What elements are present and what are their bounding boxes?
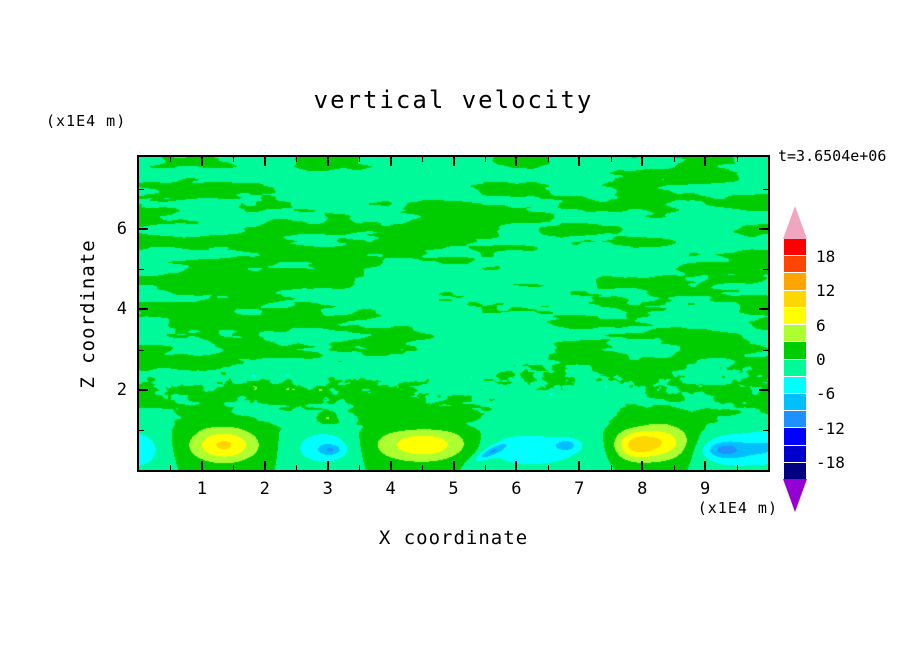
- y-major-tick-right: [759, 228, 768, 231]
- x-major-tick-top: [452, 157, 455, 166]
- y-minor-tick-left: [139, 349, 144, 351]
- colorbar-segment: [784, 307, 806, 325]
- x-minor-tick-top: [484, 157, 486, 162]
- x-major-tick-bottom: [389, 461, 392, 470]
- colorbar-segment: [784, 445, 806, 462]
- chart-title: vertical velocity: [313, 86, 594, 114]
- y-major-tick-left: [139, 388, 148, 391]
- y-tick-label: 2: [116, 379, 127, 400]
- time-annotation: t=3.6504e+06: [778, 147, 887, 165]
- colorbar-segment: [784, 256, 806, 273]
- x-minor-tick-top: [296, 157, 298, 162]
- x-minor-tick-top: [673, 157, 675, 162]
- colorbar-segment: [784, 462, 806, 480]
- x-minor-tick-bottom: [610, 465, 612, 470]
- x-major-tick-bottom: [452, 461, 455, 470]
- y-minor-tick-right: [763, 349, 768, 351]
- colorbar-under-range-arrow: [783, 479, 807, 512]
- colorbar-segment: [784, 428, 806, 445]
- y-tick-label: 4: [116, 299, 127, 320]
- x-minor-tick-bottom: [170, 465, 172, 470]
- x-minor-tick-top: [547, 157, 549, 162]
- x-tick-label: 5: [448, 479, 459, 499]
- x-minor-tick-bottom: [484, 465, 486, 470]
- y-minor-tick-right: [763, 429, 768, 431]
- colorbar-segment: [784, 411, 806, 428]
- x-tick-label: 2: [259, 479, 270, 499]
- colorbar-segment: [784, 359, 806, 376]
- x-tick-label: 1: [196, 479, 208, 499]
- colorbar-over-range-arrow: [783, 206, 807, 239]
- x-major-tick-top: [641, 157, 644, 166]
- colorbar-segment: [784, 325, 806, 342]
- x-tick-label: 8: [637, 479, 648, 499]
- y-major-tick-right: [759, 308, 768, 311]
- x-minor-tick-bottom: [547, 465, 549, 470]
- x-major-tick-bottom: [704, 461, 707, 470]
- x-major-tick-bottom: [263, 461, 266, 470]
- colorbar-tick-label: -6: [816, 384, 836, 404]
- colorbar: [783, 206, 807, 512]
- colorbar-segment: [784, 273, 806, 290]
- x-minor-tick-bottom: [233, 465, 235, 470]
- x-minor-tick-bottom: [359, 465, 361, 470]
- x-major-tick-bottom: [200, 461, 203, 470]
- x-tick-label: 9: [699, 479, 711, 499]
- colorbar-tick-label: -18: [816, 452, 845, 472]
- x-major-tick-top: [200, 157, 203, 166]
- x-minor-tick-top: [170, 157, 172, 162]
- x-minor-tick-top: [422, 157, 424, 162]
- x-minor-tick-top: [610, 157, 612, 162]
- x-major-tick-bottom: [578, 461, 581, 470]
- x-major-tick-top: [515, 157, 518, 166]
- y-tick-label: 6: [116, 219, 127, 240]
- x-axis-label: X coordinate: [378, 527, 529, 549]
- y-major-tick-right: [759, 388, 768, 391]
- plot-area: [137, 155, 770, 472]
- colorbar-tick-label: 12: [816, 281, 836, 301]
- colorbar-segments: [784, 239, 806, 480]
- y-minor-tick-left: [139, 429, 144, 431]
- colorbar-tick-label: 6: [816, 315, 826, 335]
- x-tick-label: 3: [322, 479, 333, 499]
- colorbar-tick-label: 0: [816, 350, 826, 369]
- x-minor-tick-top: [233, 157, 235, 162]
- x-major-tick-top: [326, 157, 329, 166]
- y-minor-tick-left: [139, 189, 144, 191]
- y-minor-tick-right: [763, 269, 768, 271]
- y-minor-tick-left: [139, 269, 144, 271]
- x-minor-tick-bottom: [673, 465, 675, 470]
- colorbar-segment: [784, 342, 806, 359]
- x-tick-label: 4: [385, 479, 396, 499]
- x-minor-tick-bottom: [736, 465, 738, 470]
- colorbar-tick-label: 18: [816, 247, 836, 267]
- x-minor-tick-bottom: [422, 465, 424, 470]
- colorbar-segment: [784, 290, 806, 307]
- x-major-tick-top: [578, 157, 581, 166]
- x-axis-unit-label: (x1E4 m): [697, 499, 778, 517]
- colorbar-segment: [784, 239, 806, 256]
- y-major-tick-left: [139, 228, 148, 231]
- x-minor-tick-top: [359, 157, 361, 162]
- y-axis-unit-label: (x1E4 m): [46, 112, 127, 130]
- x-major-tick-bottom: [326, 461, 329, 470]
- x-major-tick-top: [704, 157, 707, 166]
- colorbar-segment: [784, 393, 806, 411]
- x-tick-label: 6: [511, 479, 522, 499]
- colorbar-segment: [784, 376, 806, 393]
- x-minor-tick-top: [736, 157, 738, 162]
- x-major-tick-bottom: [515, 461, 518, 470]
- x-major-tick-bottom: [641, 461, 644, 470]
- x-major-tick-top: [389, 157, 392, 166]
- y-minor-tick-right: [763, 189, 768, 191]
- x-tick-label: 7: [574, 479, 585, 499]
- x-minor-tick-bottom: [296, 465, 298, 470]
- colorbar-tick-label: -12: [816, 418, 845, 438]
- vertical-velocity-field-canvas: [139, 157, 768, 470]
- x-major-tick-top: [263, 157, 266, 166]
- y-major-tick-left: [139, 308, 148, 311]
